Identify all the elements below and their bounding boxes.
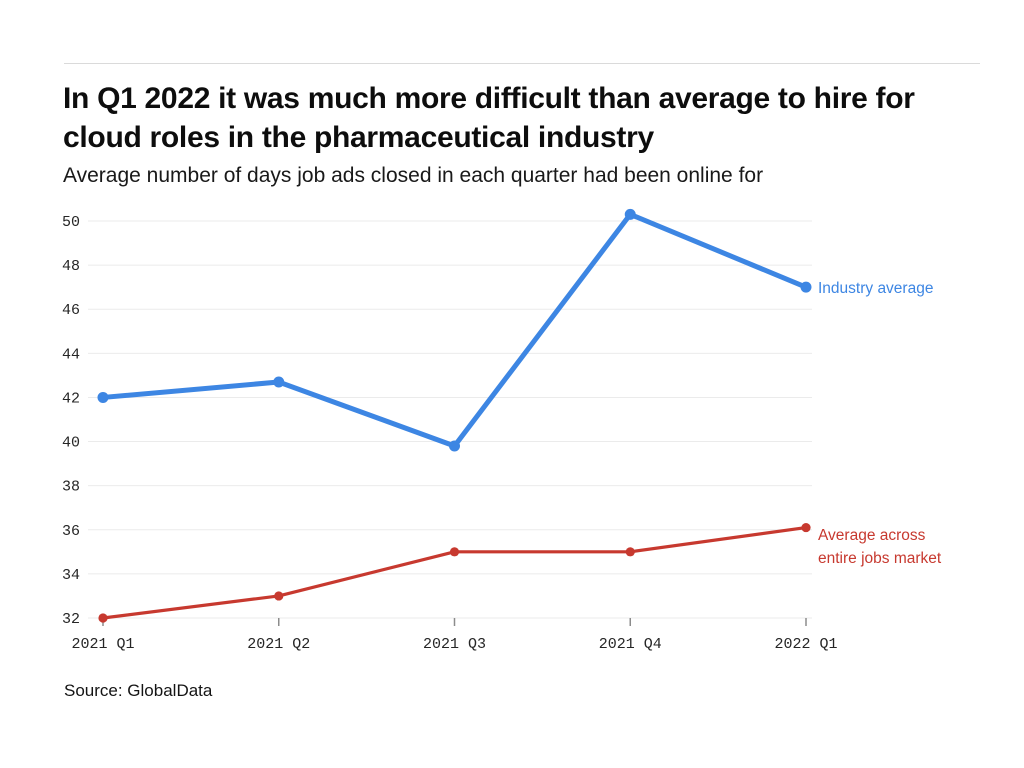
series-line [100,211,809,449]
y-tick-label: 38 [62,479,80,496]
y-tick-label: 50 [62,214,80,231]
chart-title: In Q1 2022 it was much more difficult th… [63,82,915,154]
x-tick-label: 2021 Q1 [71,636,134,653]
top-divider [64,63,980,64]
y-tick-label: 46 [62,302,80,319]
y-tick-label: 32 [62,611,80,628]
data-point [449,440,460,452]
y-tick-label: 34 [62,567,80,584]
x-tick-label: 2022 Q1 [774,636,837,653]
data-point [625,547,635,557]
y-tick-label: 36 [62,523,80,540]
data-point [800,281,812,293]
source-attribution: Source: GlobalData [64,681,213,700]
data-point [274,591,284,601]
x-tick-label: 2021 Q3 [423,636,486,653]
x-tick-label: 2021 Q4 [599,636,662,653]
data-point [98,613,108,623]
y-tick-label: 48 [62,258,80,275]
data-point [449,547,460,557]
data-point [624,208,636,220]
series-line [101,525,808,620]
data-point [97,391,109,403]
y-tick-label: 40 [62,435,80,452]
legend-industry-average: Industry average [818,280,934,297]
data-point [801,522,811,533]
data-point [273,376,285,388]
chart-subtitle: Average number of days job ads closed in… [63,164,764,187]
y-tick-label: 44 [62,346,80,363]
y-tick-label: 42 [62,390,80,407]
legend-jobs-market-average: Average across entire jobs market [818,527,942,567]
x-tick-label: 2021 Q2 [247,636,310,653]
